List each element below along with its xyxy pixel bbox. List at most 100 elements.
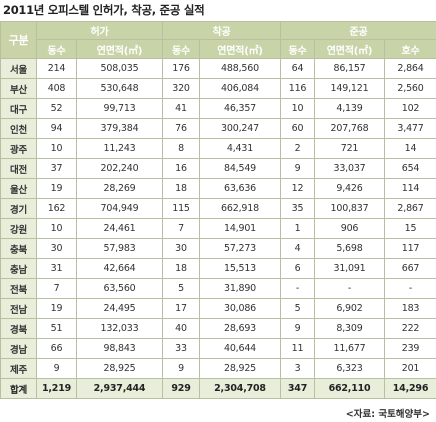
value-cell: 176 xyxy=(162,58,200,79)
value-cell: 14,296 xyxy=(383,378,436,399)
region-cell: 서울 xyxy=(0,58,37,79)
value-cell: 100,837 xyxy=(314,198,385,219)
value-cell: 30 xyxy=(162,238,200,259)
value-cell: 929 xyxy=(162,378,200,399)
value-cell: 19 xyxy=(36,298,77,319)
value-cell: 300,247 xyxy=(199,118,281,139)
value-cell: 28,925 xyxy=(199,358,281,379)
value-cell: 2,304,708 xyxy=(199,378,281,399)
value-cell: 6,902 xyxy=(314,298,385,319)
value-cell: 11,243 xyxy=(76,138,163,159)
value-cell: 114 xyxy=(383,178,436,199)
value-cell: 99,713 xyxy=(76,98,163,119)
value-cell: 11,677 xyxy=(314,338,385,359)
table-header: 구분 허가 착공 준공 동수 연면적(㎡) 동수 연면적(㎡) 동수 연면적(㎡… xyxy=(0,21,436,59)
value-cell: 18 xyxy=(162,178,200,199)
value-cell: 30 xyxy=(36,238,77,259)
header-corner: 구분 xyxy=(0,21,37,59)
value-cell: 149,121 xyxy=(314,78,385,99)
value-cell: 24,495 xyxy=(76,298,163,319)
value-cell: 15 xyxy=(383,218,436,239)
region-cell: 울산 xyxy=(0,178,37,199)
value-cell: 379,384 xyxy=(76,118,163,139)
value-cell: 18 xyxy=(162,258,200,279)
value-cell: 64 xyxy=(280,58,315,79)
subheader: 연면적(㎡) xyxy=(314,39,385,59)
value-cell: 347 xyxy=(280,378,315,399)
region-cell: 광주 xyxy=(0,138,37,159)
value-cell: 239 xyxy=(383,338,436,359)
value-cell: 10 xyxy=(36,138,77,159)
value-cell: 662,110 xyxy=(314,378,385,399)
value-cell: 57,983 xyxy=(76,238,163,259)
value-cell: 24,461 xyxy=(76,218,163,239)
value-cell: 2,937,444 xyxy=(76,378,163,399)
value-cell: 906 xyxy=(314,218,385,239)
value-cell: 30,086 xyxy=(199,298,281,319)
value-cell: 183 xyxy=(383,298,436,319)
table-row: 경북 51 132,033 40 28,693 9 8,309 222 xyxy=(0,318,436,339)
value-cell: 406,084 xyxy=(199,78,281,99)
value-cell: 28,693 xyxy=(199,318,281,339)
value-cell: 1 xyxy=(280,218,315,239)
value-cell: 42,664 xyxy=(76,258,163,279)
value-cell: 28,269 xyxy=(76,178,163,199)
value-cell: 17 xyxy=(162,298,200,319)
value-cell: 51 xyxy=(36,318,77,339)
region-cell: 충북 xyxy=(0,238,37,259)
value-cell: 721 xyxy=(314,138,385,159)
subheader: 연면적(㎡) xyxy=(199,39,281,59)
value-cell: 102 xyxy=(383,98,436,119)
source-note: <자료: 국토해양부> xyxy=(345,409,430,420)
value-cell: 10 xyxy=(280,98,315,119)
subheader: 동수 xyxy=(162,39,200,59)
table-row: 광주 10 11,243 8 4,431 2 721 14 xyxy=(0,138,436,159)
table-row: 강원 10 24,461 7 14,901 1 906 15 xyxy=(0,218,436,239)
value-cell: 4,431 xyxy=(199,138,281,159)
value-cell: 9 xyxy=(280,158,315,179)
value-cell: 40 xyxy=(162,318,200,339)
value-cell: 5 xyxy=(280,298,315,319)
value-cell: 5,698 xyxy=(314,238,385,259)
table-row: 서울 214 508,035 176 488,560 64 86,157 2,864 xyxy=(0,58,436,79)
value-cell: 132,033 xyxy=(76,318,163,339)
region-cell: 전남 xyxy=(0,298,37,319)
group-header-permit: 허가 xyxy=(36,21,163,40)
value-cell: 63,560 xyxy=(76,278,163,299)
value-cell: 40,644 xyxy=(199,338,281,359)
subheader: 동수 xyxy=(280,39,315,59)
value-cell: 52 xyxy=(36,98,77,119)
value-cell: 14,901 xyxy=(199,218,281,239)
subheader: 동수 xyxy=(36,39,77,59)
value-cell: 14 xyxy=(383,138,436,159)
value-cell: 9 xyxy=(36,358,77,379)
region-cell: 부산 xyxy=(0,78,37,99)
value-cell: 3,477 xyxy=(383,118,436,139)
value-cell: 11 xyxy=(280,338,315,359)
value-cell: 667 xyxy=(383,258,436,279)
value-cell: 8,309 xyxy=(314,318,385,339)
value-cell: 7 xyxy=(36,278,77,299)
value-cell: 530,648 xyxy=(76,78,163,99)
value-cell: 19 xyxy=(36,178,77,199)
value-cell: 60 xyxy=(280,118,315,139)
value-cell: 12 xyxy=(280,178,315,199)
region-cell: 강원 xyxy=(0,218,37,239)
table-row: 충남 31 42,664 18 15,513 6 31,091 667 xyxy=(0,258,436,279)
value-cell: 201 xyxy=(383,358,436,379)
value-cell: - xyxy=(383,278,436,299)
subheader: 호수 xyxy=(383,39,436,59)
value-cell: 28,925 xyxy=(76,358,163,379)
table-row: 충북 30 57,983 30 57,273 4 5,698 117 xyxy=(0,238,436,259)
value-cell: - xyxy=(280,278,315,299)
value-cell: 76 xyxy=(162,118,200,139)
value-cell: 63,636 xyxy=(199,178,281,199)
value-cell: 31,091 xyxy=(314,258,385,279)
subheader: 연면적(㎡) xyxy=(76,39,163,59)
value-cell: 214 xyxy=(36,58,77,79)
value-cell: 2 xyxy=(280,138,315,159)
value-cell: 46,357 xyxy=(199,98,281,119)
value-cell: 207,768 xyxy=(314,118,385,139)
value-cell: 117 xyxy=(383,238,436,259)
region-cell: 경기 xyxy=(0,198,37,219)
